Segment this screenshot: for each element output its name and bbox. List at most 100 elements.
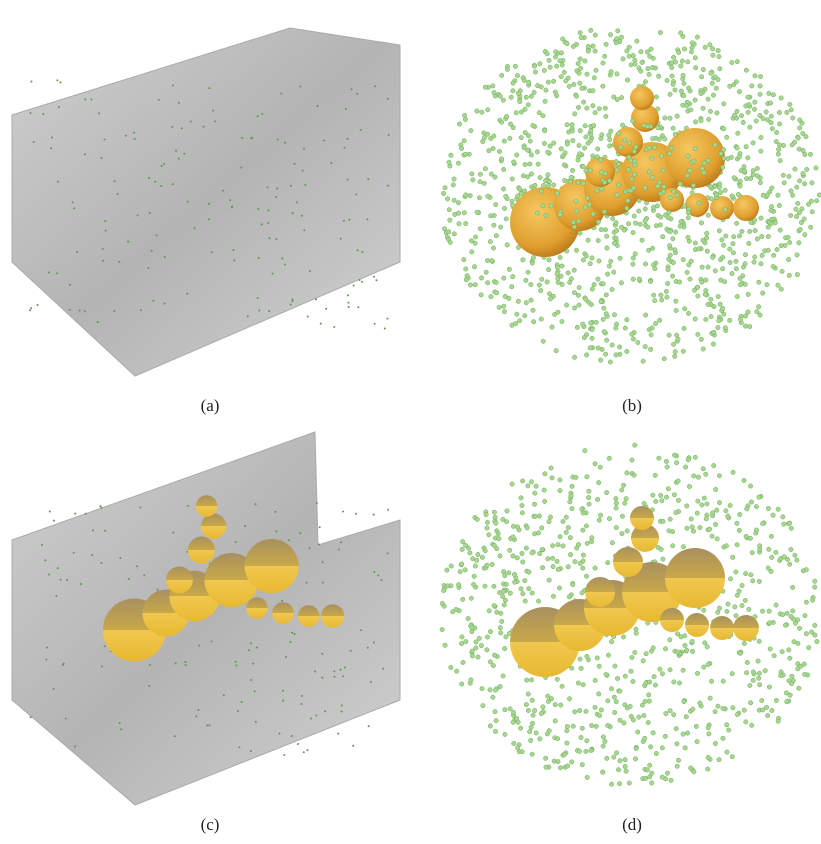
particle: [756, 304, 760, 308]
particle: [706, 97, 710, 101]
particle: [512, 572, 516, 576]
particle: [750, 550, 754, 554]
particle: [238, 746, 240, 748]
particle: [801, 148, 805, 152]
particle: [696, 475, 700, 479]
particle: [503, 732, 507, 736]
particle: [244, 525, 246, 527]
particle: [744, 670, 748, 674]
particle: [564, 515, 568, 519]
particle: [585, 775, 589, 779]
particle: [643, 262, 647, 266]
particle: [255, 503, 257, 505]
particle: [559, 147, 563, 151]
particle: [387, 185, 389, 187]
particle: [657, 456, 661, 460]
particle: [513, 321, 517, 325]
particle: [475, 210, 479, 214]
particle: [615, 228, 619, 232]
particle: [627, 781, 631, 785]
particle: [49, 511, 51, 513]
particle: [491, 146, 495, 150]
particle: [91, 554, 93, 556]
particle: [686, 458, 690, 462]
particle: [531, 320, 535, 324]
particle: [491, 84, 495, 88]
particle: [733, 605, 737, 609]
particle: [578, 231, 582, 235]
particle: [790, 674, 794, 678]
particle: [384, 328, 386, 330]
particle: [634, 145, 638, 149]
particle: [647, 146, 651, 150]
particle: [685, 504, 689, 508]
particle: [541, 339, 545, 343]
particle: [386, 318, 388, 320]
particle: [777, 110, 781, 114]
particle: [716, 77, 720, 81]
particle: [485, 520, 489, 524]
particle: [769, 569, 773, 573]
particle: [646, 66, 650, 70]
particle: [614, 496, 618, 500]
particle: [535, 211, 539, 215]
particle: [652, 145, 656, 149]
particle: [603, 352, 607, 356]
particle: [709, 71, 713, 75]
particle: [511, 710, 515, 714]
particle: [687, 263, 691, 267]
particle: [292, 212, 294, 214]
particle: [670, 74, 674, 78]
particle: [814, 166, 818, 170]
particle: [567, 84, 571, 88]
particle: [511, 89, 515, 93]
particle: [725, 609, 729, 613]
particle: [701, 467, 705, 471]
particle: [668, 638, 672, 642]
particle: [780, 650, 784, 654]
particle: [571, 44, 575, 48]
particle: [737, 234, 741, 238]
particle: [703, 45, 707, 49]
particle: [544, 765, 548, 769]
particle: [607, 264, 611, 268]
particle: [743, 282, 747, 286]
particle: [744, 68, 748, 72]
particle: [595, 189, 599, 193]
particle: [519, 110, 523, 114]
particle: [585, 739, 589, 743]
particle: [518, 726, 522, 730]
particle: [464, 639, 468, 643]
particle: [740, 583, 744, 587]
particle: [562, 163, 566, 167]
particle: [518, 99, 522, 103]
particle: [595, 497, 599, 501]
particle: [161, 165, 163, 167]
particle: [744, 534, 748, 538]
particle: [685, 173, 689, 177]
particle: [599, 299, 603, 303]
particle: [760, 521, 764, 525]
particle: [631, 337, 635, 341]
particle: [547, 58, 551, 62]
particle: [46, 647, 48, 649]
particle: [510, 284, 514, 288]
particle: [769, 534, 773, 538]
particle: [210, 640, 212, 642]
particle: [661, 235, 665, 239]
particle: [771, 264, 775, 268]
particle: [650, 326, 654, 330]
particle: [460, 547, 464, 551]
particle: [508, 136, 512, 140]
particle: [452, 232, 456, 236]
figure: (a) (b) (c) (d): [0, 0, 821, 844]
particle: [511, 160, 515, 164]
particle: [235, 664, 237, 666]
particle: [501, 569, 505, 573]
particle: [755, 237, 759, 241]
particle: [618, 145, 622, 149]
particle: [275, 238, 277, 240]
particle: [528, 139, 532, 143]
particle: [706, 726, 710, 730]
particle: [477, 636, 481, 640]
